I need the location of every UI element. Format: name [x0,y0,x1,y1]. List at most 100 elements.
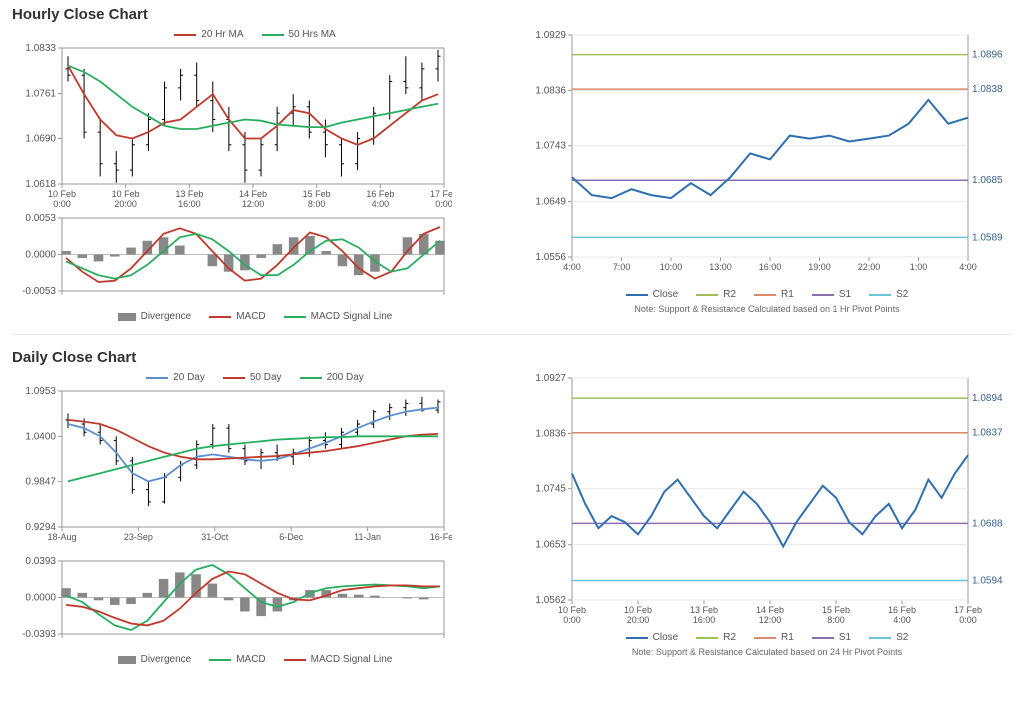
legend-d20: 20 Day [173,372,205,383]
svg-text:1.0929: 1.0929 [535,30,566,41]
legend-r1: R1 [781,289,794,300]
legend-s1: S1 [839,289,851,300]
daily-macd-legend: Divergence MACD MACD Signal Line [12,654,498,665]
hourly-price-chart: 1.06181.06901.07611.083310 Feb0:0010 Feb… [12,44,498,214]
legend-close: Close [653,632,679,643]
svg-text:1.0685: 1.0685 [972,175,1003,186]
svg-text:16:00: 16:00 [693,615,716,625]
svg-text:1.0743: 1.0743 [535,141,566,152]
svg-text:13:00: 13:00 [709,262,732,272]
svg-text:1.0836: 1.0836 [535,428,566,439]
hourly-macd-chart: -0.0053 0.0000 0.0053 [12,214,498,309]
legend-div: Divergence [141,311,192,322]
svg-text:1.0896: 1.0896 [972,50,1003,61]
daily-macd-chart: -0.03930.00000.0393 [12,557,498,652]
legend-macd: MACD [236,311,265,322]
svg-text:1.0833: 1.0833 [25,44,56,54]
svg-text:0:00: 0:00 [959,615,977,625]
legend-signal: MACD Signal Line [311,654,393,665]
legend-ma50: 50 Hrs MA [289,29,336,40]
daily-price-chart: 0.92940.98471.04001.095318-Aug23-Sep31-O… [12,387,498,557]
svg-text:23-Sep: 23-Sep [124,532,153,542]
svg-text:14 Feb: 14 Feb [756,605,784,615]
svg-text:1.0927: 1.0927 [535,373,566,384]
daily-right-column: 1.05621.06531.07451.08361.092710 Feb0:00… [522,370,1012,669]
svg-text:15 Feb: 15 Feb [303,189,331,199]
daily-levels-legend: Close R2 R1 S1 S2 [522,632,1012,643]
svg-text:0:00: 0:00 [435,199,452,209]
svg-text:1.0688: 1.0688 [972,518,1003,529]
svg-text:0.9847: 0.9847 [25,477,56,488]
svg-text:1.0838: 1.0838 [972,84,1003,95]
hourly-price-legend: 20 Hr MA 50 Hrs MA [12,29,498,40]
svg-text:4:00: 4:00 [372,199,390,209]
legend-ma20: 20 Hr MA [201,29,243,40]
svg-text:0:00: 0:00 [563,615,581,625]
svg-text:16 Feb: 16 Feb [888,605,916,615]
svg-text:22:00: 22:00 [858,262,881,272]
hourly-right-column: 1.05561.06491.07431.08361.09294:007:0010… [522,27,1012,326]
daily-left-column: 20 Day 50 Day 200 Day 0.92940.98471.0400… [12,370,498,669]
legend-d200: 200 Day [327,372,364,383]
hourly-levels-chart: 1.05561.06491.07431.08361.09294:007:0010… [522,27,1012,287]
svg-text:10:00: 10:00 [660,262,683,272]
svg-text:10 Feb: 10 Feb [558,605,586,615]
legend-r2: R2 [723,632,736,643]
svg-text:0.0393: 0.0393 [25,557,56,567]
svg-text:10 Feb: 10 Feb [112,189,140,199]
svg-text:1.0894: 1.0894 [972,393,1003,404]
svg-text:1.0653: 1.0653 [535,540,566,551]
svg-text:0.0000: 0.0000 [25,593,56,604]
svg-text:8:00: 8:00 [827,615,845,625]
svg-text:17 Feb: 17 Feb [430,189,452,199]
legend-d50: 50 Day [250,372,282,383]
hourly-section: Hourly Close Chart 20 Hr MA 50 Hrs MA 1.… [0,0,1024,326]
svg-text:4:00: 4:00 [563,262,581,272]
section-divider [12,334,1012,335]
svg-text:16-Feb: 16-Feb [430,532,452,542]
svg-text:13 Feb: 13 Feb [175,189,203,199]
svg-text:14 Feb: 14 Feb [239,189,267,199]
hourly-title: Hourly Close Chart [12,6,1012,23]
svg-text:1.0594: 1.0594 [972,576,1003,587]
hourly-note: Note: Support & Resistance Calculated ba… [522,304,1012,314]
legend-s2: S2 [896,289,908,300]
svg-text:4:00: 4:00 [893,615,911,625]
svg-text:1.0745: 1.0745 [535,484,566,495]
svg-text:19:00: 19:00 [808,262,831,272]
svg-text:31-Oct: 31-Oct [201,532,229,542]
svg-text:1.0837: 1.0837 [972,428,1003,439]
svg-text:1.0690: 1.0690 [25,133,56,144]
svg-text:1:00: 1:00 [910,262,928,272]
svg-text:0.0053: 0.0053 [25,214,56,224]
svg-text:10 Feb: 10 Feb [624,605,652,615]
legend-div: Divergence [141,654,192,665]
daily-note: Note: Support & Resistance Calculated ba… [522,647,1012,657]
legend-s1: S1 [839,632,851,643]
legend-r1: R1 [781,632,794,643]
svg-text:20:00: 20:00 [114,199,137,209]
svg-text:1.0556: 1.0556 [535,252,566,263]
svg-text:16 Feb: 16 Feb [366,189,394,199]
svg-text:1.0953: 1.0953 [25,387,56,397]
svg-text:8:00: 8:00 [308,199,326,209]
hourly-left-column: 20 Hr MA 50 Hrs MA 1.06181.06901.07611.0… [12,27,498,326]
legend-s2: S2 [896,632,908,643]
svg-text:16:00: 16:00 [759,262,782,272]
svg-text:16:00: 16:00 [178,199,201,209]
svg-text:0:00: 0:00 [53,199,71,209]
svg-text:11-Jan: 11-Jan [354,532,381,542]
svg-text:1.0649: 1.0649 [535,197,566,208]
svg-text:0.0000: 0.0000 [25,250,56,261]
svg-text:7:00: 7:00 [613,262,631,272]
svg-text:1.0589: 1.0589 [972,232,1003,243]
svg-text:20:00: 20:00 [627,615,650,625]
daily-levels-chart: 1.05621.06531.07451.08361.092710 Feb0:00… [522,370,1012,630]
svg-text:-0.0053: -0.0053 [22,286,56,297]
daily-title: Daily Close Chart [12,349,1012,366]
svg-text:4:00: 4:00 [959,262,977,272]
legend-macd: MACD [236,654,265,665]
svg-text:18-Aug: 18-Aug [47,532,76,542]
svg-text:13 Feb: 13 Feb [690,605,718,615]
svg-text:12:00: 12:00 [759,615,782,625]
